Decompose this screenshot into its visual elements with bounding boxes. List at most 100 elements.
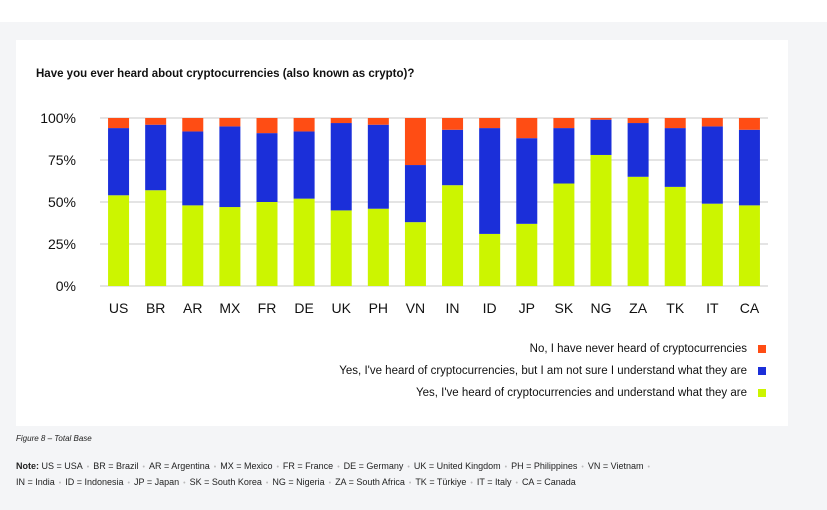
note-entry: FR = France <box>282 461 334 471</box>
bar-segment <box>553 183 575 286</box>
bar-segment <box>590 119 612 155</box>
note-entry: IT = Italy <box>476 477 512 487</box>
bar-segment <box>590 154 612 286</box>
legend-swatch <box>758 345 766 353</box>
note-entry: IN = India <box>16 477 55 487</box>
chart-card: Have you ever heard about cryptocurrenci… <box>16 40 788 426</box>
x-tick-label: ZA <box>629 300 648 316</box>
bar-segment <box>738 118 760 130</box>
bar-segment <box>182 118 204 132</box>
note-entry: ZA = South Africa <box>335 477 405 487</box>
note-entry: MX = Mexico <box>220 461 273 471</box>
bar-segment <box>664 186 686 286</box>
bar-segment <box>738 205 760 286</box>
x-tick-label: VN <box>406 300 425 316</box>
bar-segment <box>145 118 167 125</box>
bar-segment <box>516 223 538 286</box>
x-tick-label: UK <box>331 300 351 316</box>
stacked-bar-chart: 0% 25% 50% 75% 100% US BR AR MX FR DE UK PH VN IN ID JP S… <box>40 110 768 316</box>
note-separator: • <box>504 464 508 471</box>
x-tick-label: CA <box>740 300 760 316</box>
bar-segment <box>442 185 464 286</box>
note-entry: VN = Vietnam <box>587 461 644 471</box>
legend-label: Yes, I've heard of cryptocurrencies and … <box>416 387 747 399</box>
note-separator: • <box>337 464 340 471</box>
x-tick-label: DE <box>294 300 313 316</box>
note: Note: US = USA • BR = Brazil • AR = Argentin… <box>16 459 736 491</box>
bar-segment <box>219 118 241 127</box>
bar-segment <box>479 233 501 286</box>
note-entry: BR = Brazil <box>93 461 139 471</box>
bar-segment <box>293 198 315 286</box>
y-tick-label: 75% <box>48 152 76 168</box>
bar-segment <box>182 131 204 206</box>
legend-item: No, I have never heard of cryptocurrenci… <box>339 338 766 360</box>
x-tick-label: FR <box>258 300 277 316</box>
figure-caption: Figure 8 – Total Base <box>16 434 92 443</box>
bar-segment <box>256 118 278 134</box>
bar-segment <box>404 165 426 223</box>
x-tick-label: IN <box>446 300 460 316</box>
bar-segment <box>738 129 760 206</box>
bar-segment <box>108 118 130 129</box>
bar-segment <box>256 202 278 286</box>
x-tick-label: TK <box>666 300 685 316</box>
legend-item: Yes, I've heard of cryptocurrencies and … <box>339 382 766 404</box>
x-tick-label: ID <box>483 300 497 316</box>
legend-swatch <box>758 367 766 375</box>
y-tick-label: 50% <box>48 194 76 210</box>
bar-segment <box>293 118 315 132</box>
bar-segment <box>367 118 389 125</box>
legend-item: Yes, I've heard of cryptocurrencies, but… <box>339 360 766 382</box>
note-entry: NG = Nigeria <box>272 477 325 487</box>
note-separator: • <box>265 480 269 487</box>
y-tick-label: 100% <box>40 110 76 126</box>
bar-segment <box>108 195 130 286</box>
bar-segment <box>145 190 167 286</box>
note-line-1: Note: US = USA • BR = Brazil • AR = Argentin… <box>16 459 736 475</box>
x-tick-label: JP <box>519 300 535 316</box>
bar-segment <box>330 118 352 124</box>
bar-segment <box>664 118 686 129</box>
bar-segment <box>701 203 723 286</box>
x-tick-label: AR <box>183 300 202 316</box>
bar-segment <box>516 138 538 224</box>
x-tick-label: SK <box>555 300 574 316</box>
y-tick-label: 25% <box>48 236 76 252</box>
bar-segment <box>664 128 686 187</box>
note-separator: • <box>213 464 217 471</box>
bar-segment <box>367 124 389 209</box>
x-tick-label: MX <box>219 300 241 316</box>
note-entry: SK = South Korea <box>189 477 262 487</box>
bar-segment <box>479 128 501 234</box>
bar-segment <box>293 131 315 199</box>
note-separator: • <box>86 464 90 471</box>
bar-segment <box>367 208 389 286</box>
legend-swatch <box>758 389 766 397</box>
note-entry: CA = Canada <box>521 477 576 487</box>
note-separator: • <box>647 464 650 471</box>
bar-segment <box>108 128 130 196</box>
note-separator: • <box>408 480 412 487</box>
note-separator: • <box>407 464 410 471</box>
bar-segment <box>479 118 501 129</box>
bar-segment <box>442 118 464 130</box>
x-tick-label: IT <box>706 300 719 316</box>
x-tick-label: NG <box>591 300 612 316</box>
chart-title: Have you ever heard about cryptocurrenci… <box>36 68 415 80</box>
note-separator: • <box>515 480 518 487</box>
note-entry: UK = United Kingdom <box>413 461 501 471</box>
note-prefix: Note: <box>16 461 39 471</box>
bar-segment <box>553 128 575 184</box>
y-tick-label: 0% <box>56 278 76 294</box>
bar-segment <box>701 126 723 204</box>
bar-segment <box>516 118 538 139</box>
bar-segment <box>627 123 649 177</box>
note-entry: AR = Argentina <box>148 461 210 471</box>
chart-legend: No, I have never heard of cryptocurrenci… <box>339 338 766 404</box>
bar-segment <box>404 222 426 286</box>
note-entry: DE = Germany <box>343 461 404 471</box>
note-separator: • <box>142 464 145 471</box>
note-entry: US = USA <box>41 461 83 471</box>
top-band <box>0 0 827 22</box>
